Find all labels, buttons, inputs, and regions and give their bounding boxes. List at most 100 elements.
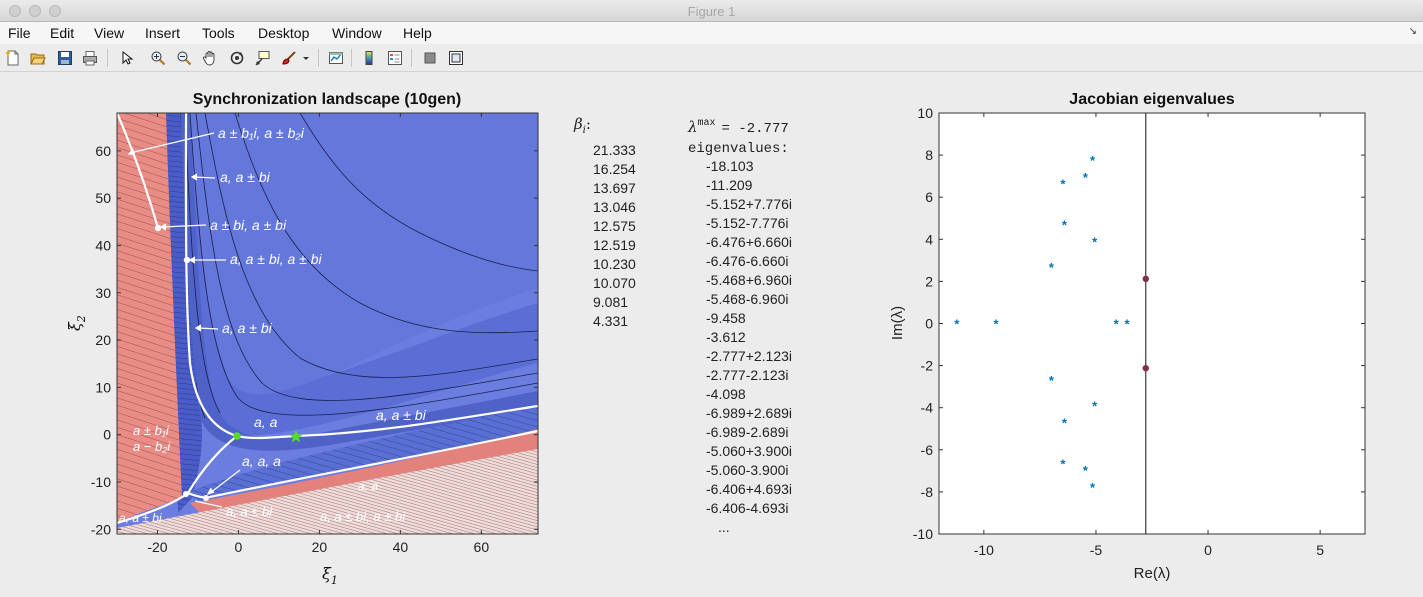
region-red-left (117, 113, 182, 523)
eigenvalue-star-point[interactable]: * (1060, 457, 1066, 472)
pointer-icon[interactable] (117, 49, 135, 67)
figure-svg: Synchronization landscape (10gen) (65, 91, 1366, 587)
menu-window[interactable]: Window (332, 25, 382, 41)
annotation-label: a, a ± bi (376, 407, 427, 423)
y-tick-label: -20 (91, 521, 111, 537)
beta-panel: βi: 21.333 16.254 13.697 13.046 12.575 12.519… (573, 115, 636, 329)
lambda-max-value: = -2.777 (722, 121, 789, 137)
open-file-icon[interactable] (29, 49, 47, 67)
brush-dropdown-icon[interactable] (300, 49, 312, 67)
menu-insert[interactable]: Insert (145, 25, 181, 41)
menu-desktop[interactable]: Desktop (258, 25, 310, 41)
region-dense-bottom (117, 449, 538, 534)
menu-view[interactable]: View (94, 25, 125, 41)
eigenvalue-star-point[interactable]: * (1049, 260, 1055, 275)
menu-tools[interactable]: Tools (202, 25, 235, 41)
region-band-3 (176, 113, 538, 451)
rotate-3d-icon[interactable] (228, 49, 246, 67)
beta-label-sub: i (583, 125, 586, 136)
eigenvalue-star-point[interactable]: * (1092, 234, 1098, 249)
green-star-marker[interactable] (289, 430, 303, 443)
eigenvalue-star-point[interactable]: * (1062, 218, 1068, 233)
beta-value: 13.046 (593, 199, 636, 215)
lambda-symbol: λ (687, 118, 698, 136)
eigenvalue-entry: -9.458 (706, 310, 746, 326)
landscape-xticks: -20 0 20 40 60 (147, 113, 489, 555)
eigenvalue-xlabel: Re(λ) (1134, 565, 1171, 582)
annotation-label: a ± b₁i (133, 423, 170, 438)
eigenvalue-star-point[interactable]: * (1125, 317, 1131, 332)
annotation-label: a, a ± bi, a ± bi (320, 509, 406, 524)
x-tick-label: 5 (1316, 542, 1324, 558)
landscape-xlabel-symbol: ξ (322, 564, 332, 583)
beta-value: 10.230 (593, 256, 636, 272)
y-tick-label: 2 (925, 273, 933, 289)
eigen-panel: λmax = -2.777 eigenvalues: -18.103 -11.209… (687, 118, 792, 535)
zoom-window-button[interactable] (49, 5, 61, 17)
eigenvalue-star-point[interactable]: * (1090, 480, 1096, 495)
y-tick-label: -8 (921, 484, 934, 500)
eigenvalue-entry: -4.098 (706, 386, 746, 402)
y-tick-label: 50 (95, 190, 111, 206)
dominant-eigenvalue-point[interactable] (1142, 364, 1149, 372)
region-vertical-hatch (163, 113, 203, 513)
eigenvalue-entry: -6.989-2.689i (706, 424, 789, 440)
eigenvalue-entry: -2.777-2.123i (706, 367, 789, 383)
dominant-eigenvalue-point[interactable] (1142, 275, 1149, 283)
eigenvalue-star-point[interactable]: * (1083, 463, 1089, 478)
link-plot-icon[interactable] (327, 49, 345, 67)
eigenvalue-star-point[interactable]: * (954, 317, 960, 332)
y-tick-label: 20 (95, 332, 111, 348)
data-cursor-icon[interactable] (254, 49, 272, 67)
pan-icon[interactable] (201, 49, 219, 67)
hide-plot-tools-icon[interactable] (421, 49, 439, 67)
green-dot-marker[interactable] (233, 432, 241, 440)
landscape-axes-frame (116, 112, 539, 535)
y-tick-label: -2 (921, 358, 934, 374)
y-tick-label: 6 (925, 189, 933, 205)
eigenvalue-entry: -5.060+3.900i (706, 443, 792, 459)
eigenvalue-star-point[interactable]: * (1092, 399, 1098, 414)
save-icon[interactable] (56, 49, 74, 67)
menu-file[interactable]: File (8, 25, 31, 41)
menu-edit[interactable]: Edit (50, 25, 75, 41)
beta-value: 13.697 (593, 180, 636, 196)
eigenvalue-star-point[interactable]: * (1060, 176, 1066, 191)
legend-icon[interactable] (386, 49, 404, 67)
eigenvalue-star-point[interactable]: * (993, 317, 999, 332)
eigenvalue-star-point[interactable]: * (1114, 317, 1120, 332)
y-tick-label: 60 (95, 143, 111, 159)
y-tick-label: -10 (913, 526, 933, 542)
print-icon[interactable] (81, 49, 99, 67)
eigenvalue-star-point[interactable]: * (1090, 153, 1096, 168)
minimize-window-button[interactable] (29, 5, 41, 17)
title-bar: Figure 1 (0, 0, 1423, 22)
dock-arrow-icon[interactable]: ↘ (1408, 26, 1417, 37)
show-plot-tools-icon[interactable] (447, 49, 465, 67)
toolbar (0, 44, 1423, 72)
landscape-annotations: a ± b₁i, a ± b₂i a, a ± bi a ± bi, a ± b… (119, 125, 427, 525)
eigenvalues-heading: eigenvalues: (688, 141, 789, 157)
brush-icon[interactable] (280, 49, 298, 67)
boundary-point (183, 491, 189, 497)
colorbar-icon[interactable] (360, 49, 378, 67)
toolbar-separator (411, 49, 412, 67)
region-band-2 (172, 113, 538, 436)
eigenvalue-star-point[interactable]: * (1062, 415, 1068, 430)
eigenvalue-star-point[interactable]: * (1083, 170, 1089, 185)
beta-label: βi: (573, 115, 591, 136)
new-figure-icon[interactable] (4, 49, 22, 67)
y-tick-label: 4 (925, 231, 933, 247)
eigenvalue-plot[interactable]: Jacobian eigenvalues -10 -5 0 51086420-2-4-… (889, 91, 1366, 582)
zoom-out-icon[interactable] (175, 49, 193, 67)
eigenvalue-entry: -2.777+2.123i (706, 348, 792, 364)
toolbar-separator (351, 49, 352, 67)
zoom-in-icon[interactable] (149, 49, 167, 67)
eigenvalue-entry: -6.406+4.693i (706, 481, 792, 497)
eigenvalue-star-point[interactable]: * (1049, 373, 1055, 388)
annotation-label: a ± b₁i, a ± b₂i (218, 125, 305, 141)
landscape-plot[interactable]: Synchronization landscape (10gen) (65, 91, 539, 587)
close-window-button[interactable] (9, 5, 21, 17)
region-red-diagonal (190, 429, 538, 513)
menu-help[interactable]: Help (403, 25, 432, 41)
